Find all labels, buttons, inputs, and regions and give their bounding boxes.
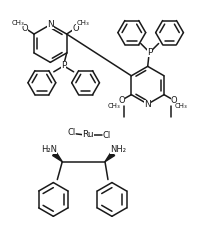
Text: O: O xyxy=(72,24,79,33)
Text: Cl: Cl xyxy=(67,128,75,137)
Text: P: P xyxy=(146,48,152,57)
Text: P: P xyxy=(61,61,66,70)
Text: CH₃: CH₃ xyxy=(174,103,186,109)
Text: N: N xyxy=(144,100,150,109)
Text: H₂N: H₂N xyxy=(41,145,57,154)
Polygon shape xyxy=(104,152,114,162)
Text: O: O xyxy=(170,96,176,105)
Text: Cl: Cl xyxy=(102,131,111,140)
Text: Ru: Ru xyxy=(82,130,93,139)
Text: O: O xyxy=(22,24,28,33)
Text: NH₂: NH₂ xyxy=(109,145,125,154)
Polygon shape xyxy=(52,152,62,162)
Text: CH₃: CH₃ xyxy=(12,20,24,26)
Text: CH₃: CH₃ xyxy=(76,20,89,26)
Text: CH₃: CH₃ xyxy=(108,103,120,109)
Text: N: N xyxy=(47,20,53,29)
Text: O: O xyxy=(118,96,124,105)
